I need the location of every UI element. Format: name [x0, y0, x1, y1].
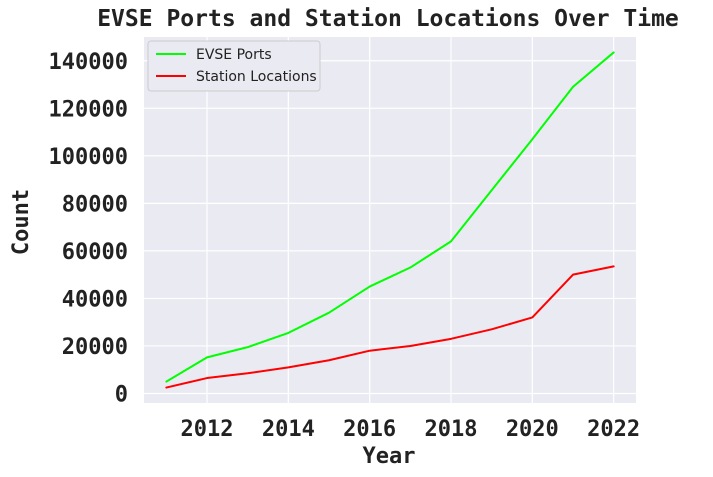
legend-label-evse-ports: EVSE Ports: [196, 47, 272, 63]
series-line-evse-ports: [165, 51, 615, 383]
x-tick-label: 2012: [181, 417, 234, 442]
y-tick-label: 20000: [62, 335, 128, 360]
series-lines: [165, 51, 615, 389]
grid: [144, 37, 636, 403]
legend: EVSE Ports Station Locations: [147, 40, 321, 92]
y-tick-label: 40000: [62, 287, 128, 312]
chart-title: EVSE Ports and Station Locations Over Ti…: [97, 6, 679, 32]
x-tick-label: 2014: [262, 417, 315, 442]
x-tick-label: 2022: [587, 417, 640, 442]
y-tick-label: 120000: [49, 97, 128, 122]
y-tick-label: 60000: [62, 240, 128, 265]
y-axis-label: Count: [9, 189, 34, 255]
y-tick-label: 100000: [49, 145, 128, 170]
x-tick-label: 2020: [506, 417, 559, 442]
legend-label-station-locations: Station Locations: [196, 69, 317, 85]
series-line-station-locations: [165, 265, 615, 389]
y-tick-label: 0: [115, 382, 128, 407]
x-tick-labels: 2012 2014 2016 2018 2020 2022: [181, 417, 641, 442]
y-tick-label: 80000: [62, 192, 128, 217]
x-axis-label: Year: [363, 444, 416, 469]
x-tick-label: 2018: [424, 417, 477, 442]
x-tick-label: 2016: [343, 417, 396, 442]
legend-box: [147, 40, 321, 92]
y-tick-label: 140000: [49, 50, 128, 75]
plot-background: [144, 37, 636, 403]
y-tick-labels: 0 20000 40000 60000 80000 100000 120000 140000: [49, 50, 128, 408]
